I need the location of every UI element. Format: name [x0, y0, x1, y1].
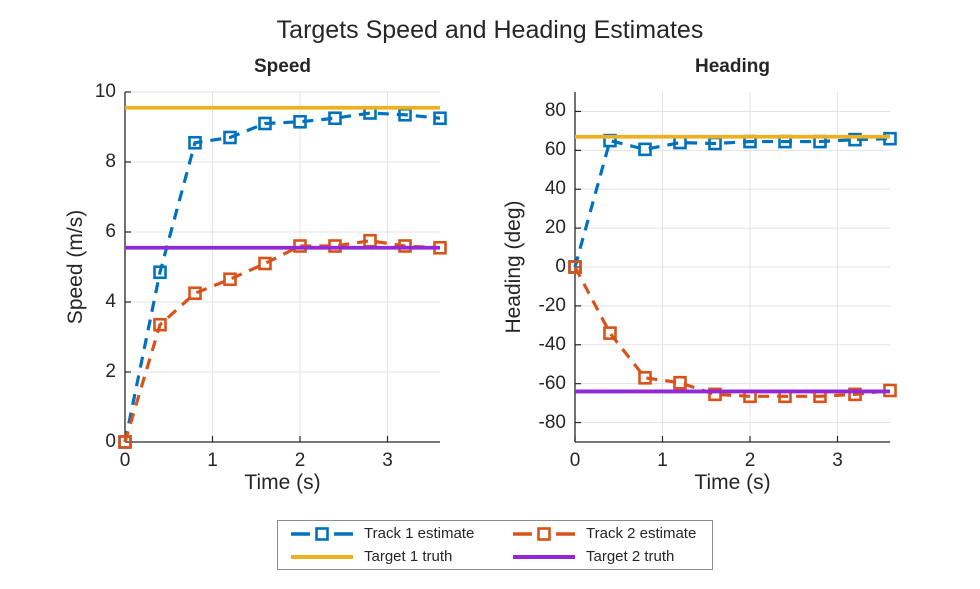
y-tick-label: 2 — [105, 361, 116, 382]
series-marker — [848, 387, 862, 402]
x-tick-label: 1 — [657, 450, 668, 471]
speed-subplot-title: Speed — [253, 56, 312, 77]
series-marker — [188, 135, 202, 150]
series-marker — [153, 317, 167, 332]
series-marker — [188, 286, 202, 301]
series-line — [123, 111, 441, 443]
x-tick-label: 1 — [207, 450, 218, 471]
legend: Track 1 estimate Track 2 estimate Target… — [277, 520, 713, 570]
x-tick-label: 3 — [382, 450, 393, 471]
y-tick-label: 0 — [105, 431, 116, 452]
y-tick-label: 60 — [544, 139, 566, 161]
y-tick-label: 40 — [544, 178, 566, 200]
heading-x-axis-label: Time (s) — [694, 471, 771, 494]
series-line — [123, 239, 441, 443]
series-marker — [118, 435, 132, 449]
series-marker — [153, 265, 167, 280]
series-marker — [603, 326, 617, 340]
series-marker — [708, 387, 722, 402]
y-tick-label: -20 — [538, 294, 566, 316]
legend-sample-track1-estimate — [291, 526, 353, 541]
x-tick-label: 2 — [294, 450, 306, 471]
y-tick-label: 8 — [105, 151, 116, 172]
series-marker — [258, 256, 272, 271]
series-marker — [673, 375, 687, 390]
series-marker — [568, 260, 582, 274]
figure-title: Targets Speed and Heading Estimates — [276, 16, 704, 44]
series-marker — [223, 272, 237, 287]
speed-y-axis-label: Speed (m/s) — [64, 209, 87, 325]
series-marker — [433, 111, 447, 126]
heading-chart — [568, 92, 897, 443]
series-marker — [258, 116, 272, 131]
y-tick-label: 80 — [544, 100, 566, 122]
legend-entry-track2-estimate: Track 2 estimate — [511, 522, 712, 545]
heading-subplot-title: Heading — [695, 56, 770, 77]
series-line — [573, 137, 891, 268]
x-tick-label: 2 — [744, 450, 756, 471]
y-tick-label: 0 — [555, 256, 566, 277]
speed-chart — [118, 91, 447, 449]
legend-label-track2-estimate: Track 2 estimate — [586, 525, 697, 542]
series-line — [573, 266, 891, 398]
series-marker — [883, 131, 897, 146]
legend-sample-target2-truth — [513, 554, 575, 559]
legend-entry-target1-truth: Target 1 truth — [289, 545, 511, 568]
x-tick-label: 0 — [569, 450, 581, 471]
y-tick-label: 4 — [105, 291, 116, 312]
speed-x-axis-label: Time (s) — [244, 471, 321, 494]
series-marker — [848, 132, 862, 147]
y-tick-label: -40 — [538, 333, 566, 355]
series-marker — [293, 114, 307, 129]
y-tick-label: 10 — [94, 81, 116, 102]
series-marker — [638, 371, 652, 385]
x-tick-label: 0 — [119, 450, 131, 471]
y-tick-label: -60 — [538, 372, 566, 394]
series-marker — [328, 111, 342, 126]
x-tick-label: 3 — [832, 450, 843, 471]
legend-label-track1-estimate: Track 1 estimate — [364, 525, 475, 542]
y-tick-label: -80 — [538, 411, 566, 433]
legend-sample-target1-truth — [291, 554, 353, 559]
legend-label-target2-truth: Target 2 truth — [586, 548, 675, 565]
legend-entry-track1-estimate: Track 1 estimate — [289, 522, 511, 545]
series-marker — [223, 130, 237, 145]
y-tick-label: 6 — [105, 221, 116, 242]
heading-y-axis-label: Heading (deg) — [502, 200, 525, 334]
legend-sample-track2-estimate — [513, 526, 575, 541]
legend-entry-target2-truth: Target 2 truth — [511, 545, 712, 568]
y-tick-label: 20 — [544, 217, 566, 239]
legend-label-target1-truth: Target 1 truth — [364, 548, 453, 565]
series-marker — [638, 142, 652, 157]
